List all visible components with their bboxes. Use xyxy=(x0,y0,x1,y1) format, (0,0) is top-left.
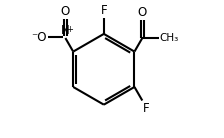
Text: O: O xyxy=(61,5,70,18)
Text: CH₃: CH₃ xyxy=(159,33,179,43)
Text: F: F xyxy=(143,102,150,115)
Text: +: + xyxy=(66,25,73,34)
Text: ⁻O: ⁻O xyxy=(32,31,47,44)
Text: N: N xyxy=(61,24,70,37)
Text: F: F xyxy=(101,4,107,17)
Text: O: O xyxy=(138,6,147,19)
